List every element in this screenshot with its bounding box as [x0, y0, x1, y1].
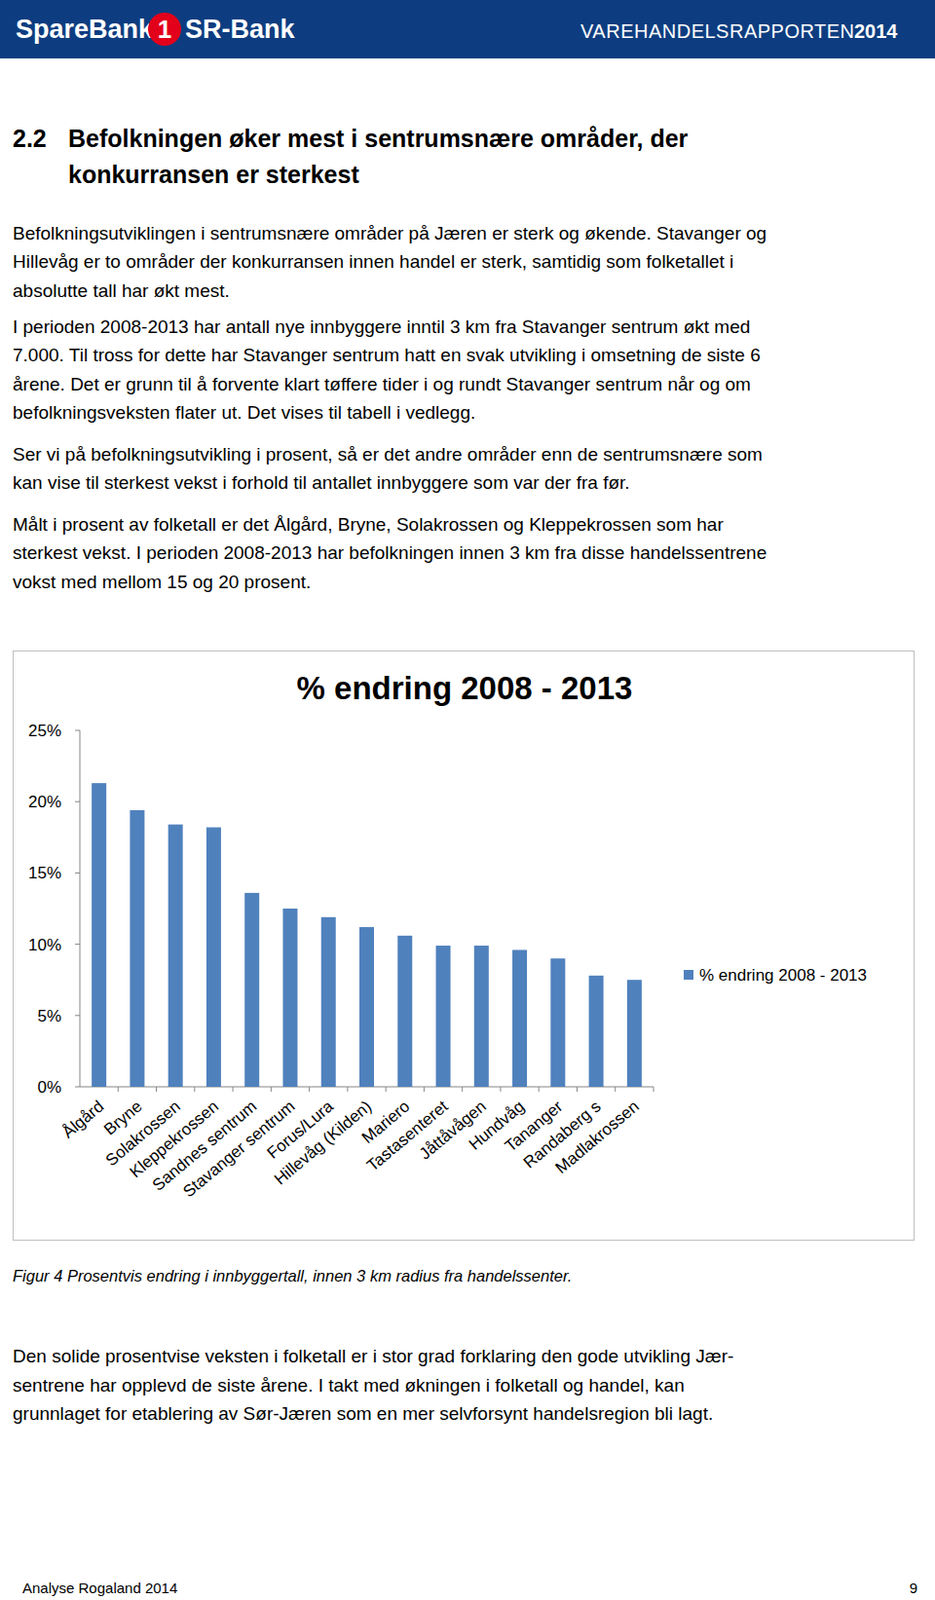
chart-frame: [13, 651, 915, 1241]
y-tick-label: 20%: [28, 792, 62, 812]
paragraph-line: befolkningsveksten flater ut. Det vises …: [12, 398, 476, 427]
y-tick: [74, 730, 80, 732]
heading-line: konkurransen er sterkest: [68, 158, 360, 190]
y-tick: [74, 943, 80, 945]
x-tick: [499, 1086, 501, 1092]
x-tick-label: Hillevåg (Kilden): [270, 1097, 375, 1190]
y-tick-label: 10%: [28, 935, 62, 955]
paragraph-line: 7.000. Til tross for dette har Stavanger…: [12, 340, 761, 370]
x-tick: [308, 1086, 310, 1092]
x-tick-label: Madlakrossen: [552, 1097, 643, 1179]
legend-label: % endring 2008 - 2013: [699, 966, 867, 985]
paragraph-line: Befolkningsutviklingen i sentrumsnære om…: [12, 219, 767, 248]
bar: [474, 945, 489, 1087]
paragraph-line: Ser vi på befolkningsutvikling i prosent…: [12, 440, 763, 469]
bar: [244, 893, 260, 1087]
x-tick: [155, 1086, 157, 1092]
bar: [512, 949, 527, 1087]
heading-line: Befolkningen øker mest i sentrumsnære om…: [68, 122, 688, 154]
bar: [436, 945, 451, 1087]
paragraph-line: sterkest vekst. I perioden 2008-2013 har…: [12, 538, 767, 567]
heading-number: 2.2: [12, 122, 47, 154]
x-tick-label: Ålgård: [58, 1097, 108, 1143]
legend-swatch: [683, 970, 694, 980]
x-tick: [232, 1086, 234, 1092]
paragraph-line: grunnlaget for etablering av Sør-Jæren s…: [12, 1399, 713, 1428]
x-tick: [117, 1086, 119, 1092]
bar: [206, 827, 222, 1087]
x-tick: [614, 1086, 616, 1092]
y-axis: [79, 730, 81, 1087]
bar: [129, 810, 145, 1087]
figure-caption: Figur 4 Prosentvis endring i innbyggerta…: [12, 1265, 572, 1287]
footer-text: Analyse Rogaland 2014: [22, 1578, 178, 1599]
bar: [550, 958, 565, 1087]
report-year: 2014: [854, 19, 898, 43]
x-tick: [653, 1086, 655, 1092]
brand-number: 1: [148, 12, 182, 46]
bar: [627, 979, 642, 1087]
report-name: VAREHANDELSRAPPORTEN: [580, 19, 856, 43]
y-tick-label: 5%: [37, 1007, 62, 1026]
paragraph-line: I perioden 2008-2013 har antall nye innb…: [12, 312, 750, 341]
paragraph-line: absolutte tall har økt mest.: [12, 276, 230, 305]
paragraph-line: kan vise til sterkest vekst i forhold ti…: [12, 468, 631, 497]
bar: [282, 908, 298, 1087]
bar: [397, 935, 412, 1087]
bar: [321, 917, 337, 1087]
paragraph-line: Den solide prosentvise veksten i folketa…: [12, 1342, 734, 1371]
page-number: 9: [909, 1578, 918, 1599]
x-tick: [538, 1086, 540, 1092]
chart-title: % endring 2008 - 2013: [297, 670, 634, 707]
x-tick: [461, 1086, 463, 1092]
paragraph-line: årene. Det er grunn til å forvente klart…: [12, 370, 751, 399]
x-tick: [346, 1086, 348, 1092]
bar: [91, 783, 107, 1087]
y-tick: [74, 1014, 80, 1016]
paragraph-line: Hillevåg er to områder der konkurransen …: [12, 247, 734, 276]
x-tick: [385, 1086, 387, 1092]
paragraph-line: vokst med mellom 15 og 20 prosent.: [12, 567, 311, 597]
paragraph-line: sentrene har opplevd de siste årene. I t…: [12, 1371, 685, 1400]
y-tick-label: 15%: [28, 863, 62, 883]
y-tick-label: 0%: [37, 1078, 62, 1097]
bar: [359, 927, 374, 1087]
y-tick: [74, 1086, 80, 1088]
y-tick: [74, 872, 80, 874]
brand: SpareBank: [15, 13, 153, 45]
chart: % endring 2008 - 2013 0% 5% 10% 15% 20% 25% Ålg…: [12, 650, 915, 1241]
bar: [168, 824, 184, 1087]
y-tick: [74, 801, 80, 803]
y-tick-label: 25%: [28, 721, 62, 741]
x-tick: [270, 1086, 272, 1092]
x-tick: [576, 1086, 578, 1092]
bar: [589, 975, 604, 1087]
brand-suffix: SR-Bank: [185, 13, 296, 45]
x-tick: [193, 1086, 195, 1092]
bars: [91, 783, 642, 1087]
x-tick: [423, 1086, 425, 1092]
paragraph-line: Målt i prosent av folketall er det Ålgår…: [12, 510, 724, 539]
